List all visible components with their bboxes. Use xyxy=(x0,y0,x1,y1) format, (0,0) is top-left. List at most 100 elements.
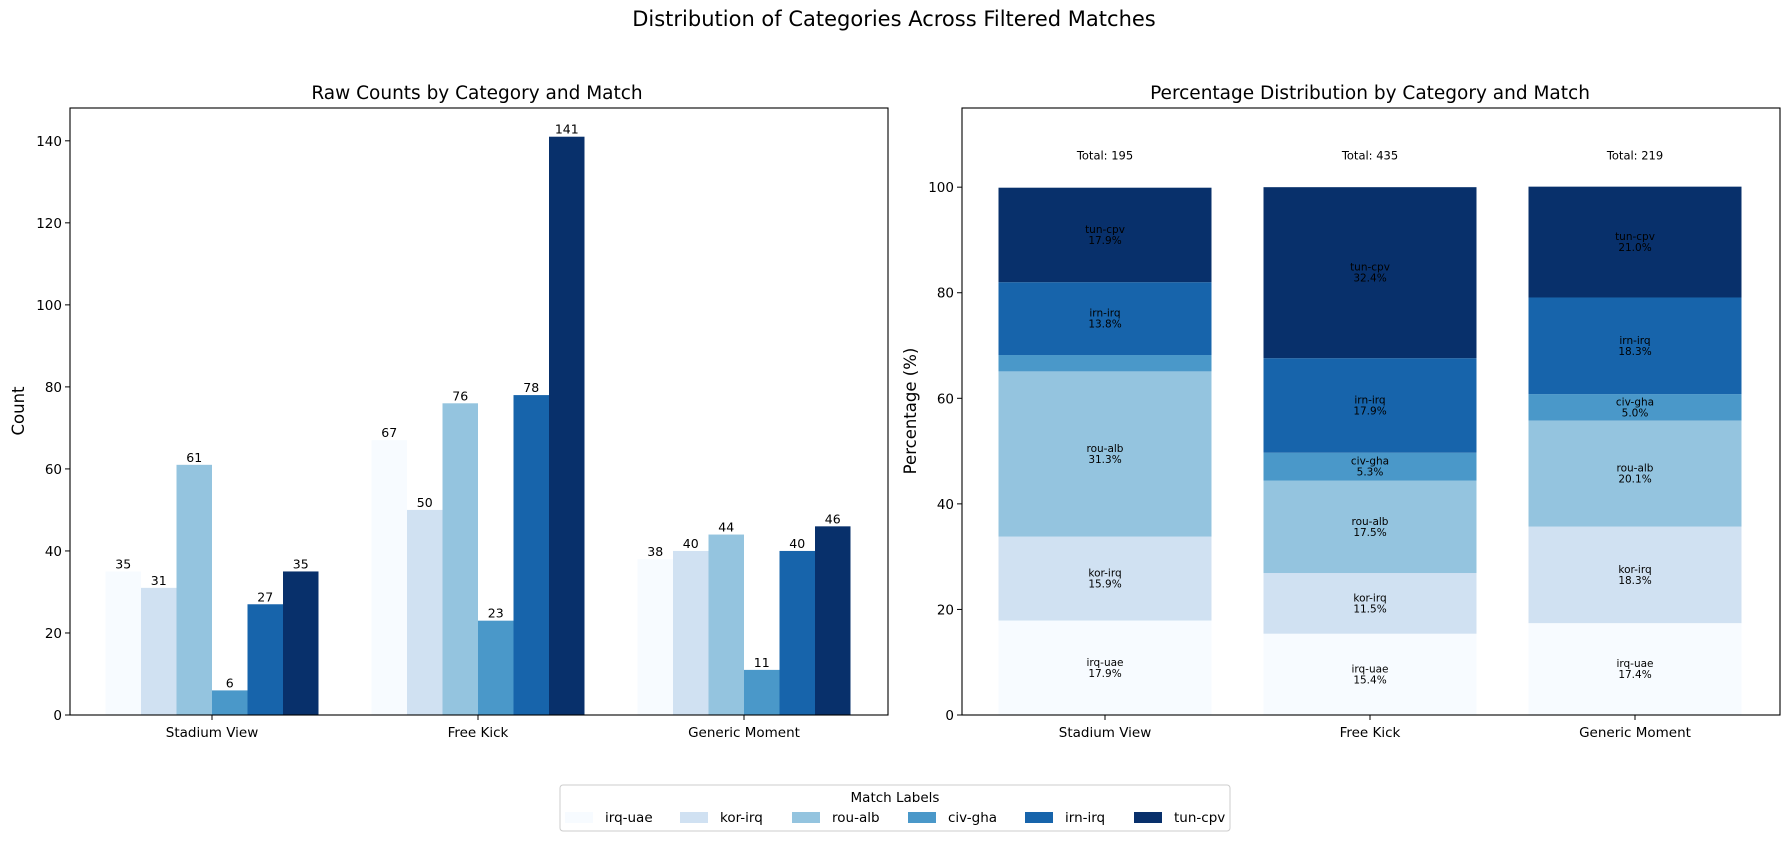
bar-irn-irq-generic-moment xyxy=(779,550,815,715)
data-label-kor-irq-generic-moment: 40 xyxy=(683,536,699,551)
bar-irn-irq-stadium-view xyxy=(247,604,283,715)
segment-tun-cpv-generic-moment xyxy=(1528,186,1742,298)
bar-irq-uae-generic-moment xyxy=(637,559,673,715)
segment-label-tun-cpv-stadium-view: tun-cpv 17.9% xyxy=(1085,224,1125,247)
legend-swatch-kor-irq xyxy=(680,812,708,823)
bar-kor-irq-stadium-view xyxy=(141,587,177,715)
x-tick-label: Free Kick xyxy=(1340,725,1401,741)
segment-label-irq-uae-stadium-view: irq-uae 17.9% xyxy=(1086,657,1123,680)
legend-swatch-civ-gha xyxy=(908,812,936,823)
segment-irq-uae-stadium-view xyxy=(998,620,1212,715)
segment-label-irq-uae-generic-moment: irq-uae 17.4% xyxy=(1616,658,1653,681)
segment-label-kor-irq-free-kick: kor-irq 11.5% xyxy=(1353,592,1386,615)
y-tick-label: 80 xyxy=(45,380,62,396)
bar-rou-alb-generic-moment xyxy=(708,534,744,715)
x-tick-label: Generic Moment xyxy=(688,725,800,741)
segment-label-civ-gha-generic-moment: civ-gha 5.0% xyxy=(1616,396,1654,419)
segment-kor-irq-stadium-view xyxy=(998,536,1212,621)
data-label-kor-irq-free-kick: 50 xyxy=(417,495,433,510)
percentage-y-axis-label: Percentage (%) xyxy=(901,348,920,475)
bar-irq-uae-stadium-view xyxy=(105,571,141,715)
percentage-title: Percentage Distribution by Category and … xyxy=(1150,83,1590,104)
bar-civ-gha-generic-moment xyxy=(744,669,780,715)
raw-counts-title: Raw Counts by Category and Match xyxy=(311,83,642,104)
data-label-irq-uae-generic-moment: 38 xyxy=(647,544,663,559)
data-label-tun-cpv-stadium-view: 35 xyxy=(293,556,309,571)
y-tick-label: 60 xyxy=(45,462,62,478)
data-label-tun-cpv-free-kick: 141 xyxy=(555,122,579,137)
legend-swatch-irq-uae xyxy=(565,812,593,823)
bar-kor-irq-free-kick xyxy=(407,509,443,715)
legend-swatch-tun-cpv xyxy=(1134,812,1162,823)
segment-rou-alb-stadium-view xyxy=(998,371,1212,537)
raw-counts-axes: 0 20 40 60 80 100 120 140 Stadium View Free Kick G… xyxy=(36,107,889,741)
legend-swatch-rou-alb xyxy=(792,812,820,823)
segment-label-irn-irq-stadium-view: irn-irq 13.8% xyxy=(1088,308,1121,331)
data-label-irn-irq-generic-moment: 40 xyxy=(789,536,805,551)
data-label-kor-irq-stadium-view: 31 xyxy=(151,573,167,588)
segment-tun-cpv-free-kick xyxy=(1263,187,1477,359)
y-tick-label: 0 xyxy=(53,708,62,724)
legend-label-irq-uae: irq-uae xyxy=(605,810,653,826)
y-tick-label: 40 xyxy=(937,497,954,513)
segment-label-civ-gha-free-kick: civ-gha 5.3% xyxy=(1351,456,1389,479)
bar-civ-gha-stadium-view xyxy=(212,690,248,715)
y-tick-label: 100 xyxy=(928,180,954,196)
total-label-free-kick: Total: 435 xyxy=(1341,149,1398,163)
data-label-tun-cpv-generic-moment: 46 xyxy=(825,511,841,526)
plot-frame xyxy=(961,107,1781,716)
legend-label-tun-cpv: tun-cpv xyxy=(1174,810,1225,826)
segment-kor-irq-free-kick xyxy=(1263,573,1477,634)
segment-label-tun-cpv-free-kick: tun-cpv 32.4% xyxy=(1350,262,1390,285)
bar-kor-irq-generic-moment xyxy=(673,550,709,715)
raw-counts-y-axis-label: Count xyxy=(9,386,28,436)
segment-irn-irq-stadium-view xyxy=(998,282,1212,356)
x-tick-label: Generic Moment xyxy=(1579,725,1691,741)
plot-frame xyxy=(69,107,889,716)
segment-label-rou-alb-generic-moment: rou-alb 20.1% xyxy=(1617,463,1654,486)
data-label-irn-irq-free-kick: 78 xyxy=(523,380,539,395)
data-label-irq-uae-free-kick: 67 xyxy=(381,425,397,440)
data-label-irn-irq-stadium-view: 27 xyxy=(257,589,273,604)
total-label-stadium-view: Total: 195 xyxy=(1076,149,1133,163)
y-tick-label: 120 xyxy=(36,216,62,232)
segment-label-tun-cpv-generic-moment: tun-cpv 21.0% xyxy=(1615,231,1655,254)
data-label-civ-gha-free-kick: 23 xyxy=(488,606,504,621)
legend-title: Match Labels xyxy=(851,790,940,806)
data-label-rou-alb-generic-moment: 44 xyxy=(718,520,734,535)
segment-label-irq-uae-free-kick: irq-uae 15.4% xyxy=(1351,663,1388,686)
data-label-irq-uae-stadium-view: 35 xyxy=(115,556,131,571)
raw-counts-bars: 35 67 38 31 50 40 61 76 44 6 23 11 27 78 40 35 141 46 xyxy=(105,122,851,715)
total-label-generic-moment: Total: 219 xyxy=(1606,149,1663,163)
y-tick-label: 0 xyxy=(945,708,954,724)
segment-rou-alb-free-kick xyxy=(1263,480,1477,574)
y-tick-label: 20 xyxy=(937,602,954,618)
legend-label-kor-irq: kor-irq xyxy=(720,810,763,826)
segment-irn-irq-generic-moment xyxy=(1528,297,1742,395)
y-tick-label: 40 xyxy=(45,544,62,560)
bar-rou-alb-free-kick xyxy=(442,403,478,715)
segment-kor-irq-generic-moment xyxy=(1528,526,1742,624)
percentage-axes: 0 20 40 60 80 100 Stadium View Free Kick Generic… xyxy=(928,107,1781,741)
segment-label-kor-irq-stadium-view: kor-irq 15.9% xyxy=(1088,568,1121,591)
segment-tun-cpv-stadium-view xyxy=(998,187,1212,283)
legend-label-civ-gha: civ-gha xyxy=(948,810,997,826)
y-tick-label: 60 xyxy=(937,391,954,407)
legend-swatch-irn-irq xyxy=(1025,812,1053,823)
segment-civ-gha-stadium-view xyxy=(998,355,1212,372)
segment-label-irn-irq-free-kick: irn-irq 17.9% xyxy=(1353,394,1386,417)
percentage-chart: Percentage Distribution by Category and … xyxy=(901,83,1781,741)
bar-rou-alb-stadium-view xyxy=(176,464,212,715)
bar-tun-cpv-free-kick xyxy=(549,136,585,715)
segment-rou-alb-generic-moment xyxy=(1528,420,1742,527)
segment-civ-gha-generic-moment xyxy=(1528,394,1742,421)
segment-label-kor-irq-generic-moment: kor-irq 18.3% xyxy=(1618,564,1651,587)
data-label-civ-gha-generic-moment: 11 xyxy=(754,655,770,670)
legend: Match Labels irq-uae kor-irq rou-alb civ-gh… xyxy=(559,784,1231,832)
bar-tun-cpv-stadium-view xyxy=(283,571,319,715)
data-label-civ-gha-stadium-view: 6 xyxy=(226,675,234,690)
x-tick-label: Free Kick xyxy=(448,725,509,741)
y-tick-label: 20 xyxy=(45,626,62,642)
bar-irn-irq-free-kick xyxy=(513,395,549,715)
